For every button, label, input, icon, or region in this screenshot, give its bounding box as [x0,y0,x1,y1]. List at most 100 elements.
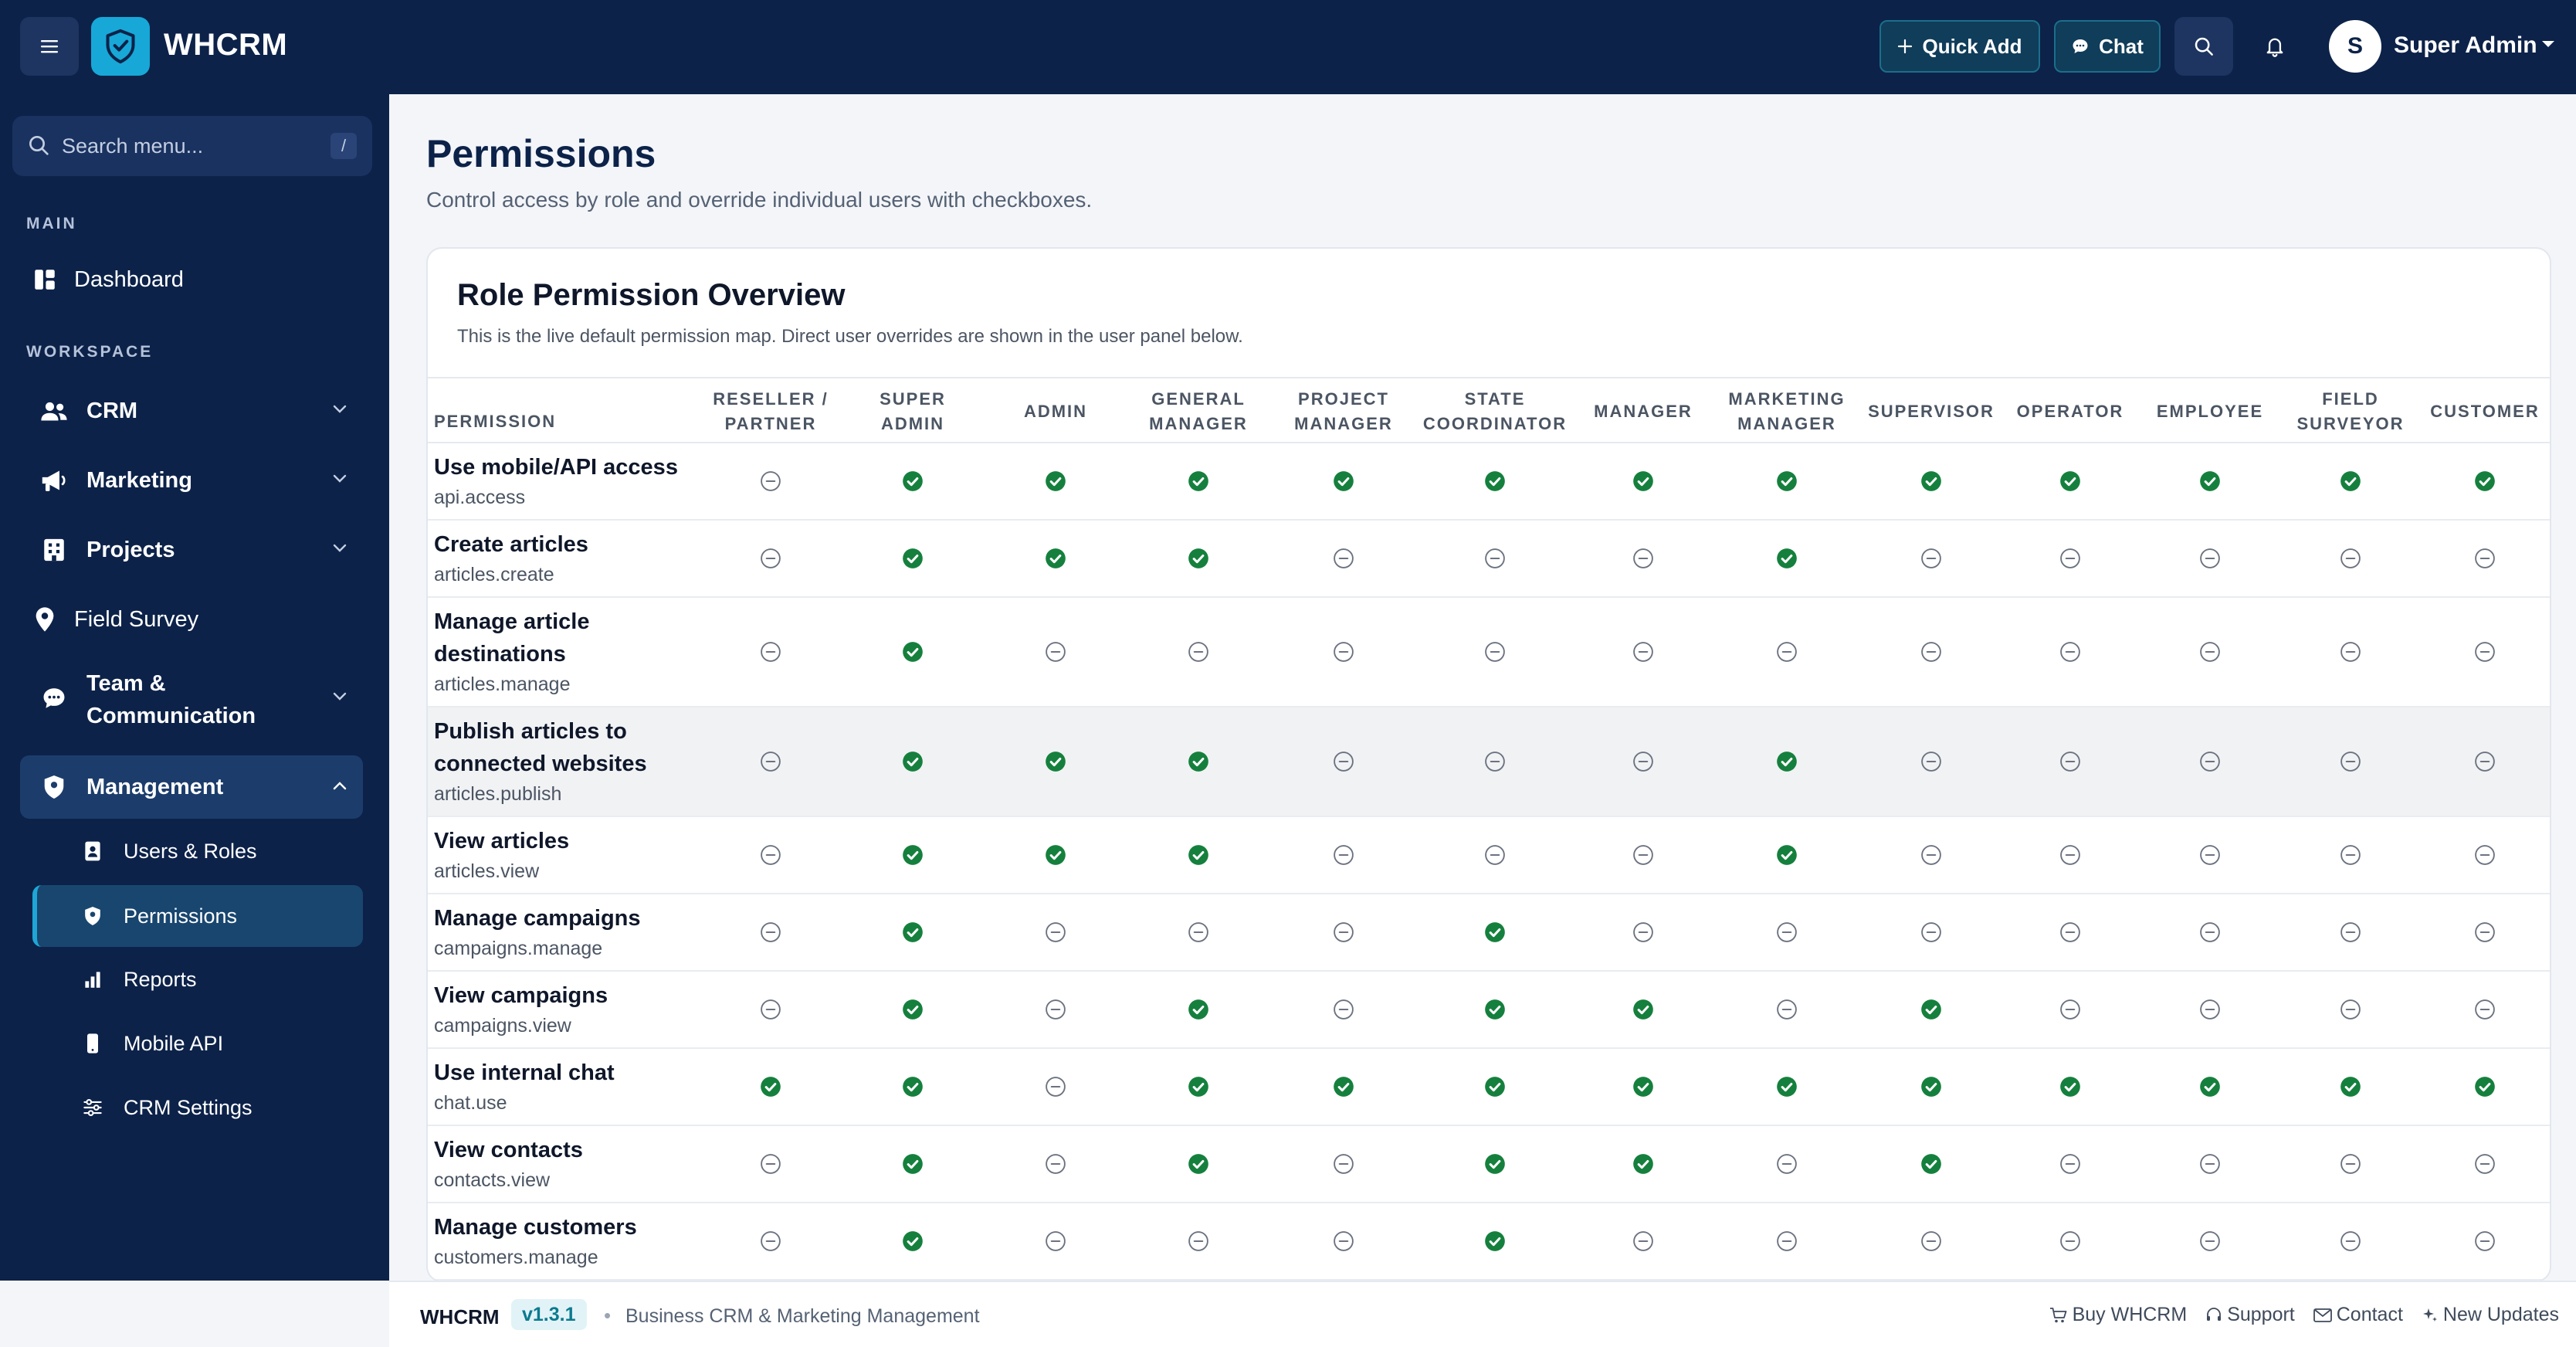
permission-status-cell [1268,1048,1419,1126]
sidebar-item-label: Dashboard [74,266,184,292]
hamburger-icon [41,40,58,53]
table-row: View contacts contacts.view [428,1125,2550,1203]
permission-status-cell [1268,707,1419,817]
table-row: Use mobile/API access api.access [428,443,2550,521]
sidebar-item-crm[interactable]: CRM [20,380,363,442]
permission-status-cell [982,707,1129,817]
minus-circle-icon [1046,1154,1066,1174]
footer-link-label: New Updates [2442,1304,2559,1325]
check-circle-icon [1188,845,1208,865]
minus-circle-icon [1777,922,1797,942]
permission-status-cell [2284,1125,2417,1203]
footer-link-support[interactable]: Support [2205,1304,2295,1326]
footer-link-buy[interactable]: Buy WHCRM [2049,1304,2187,1326]
check-circle-icon [1777,1077,1797,1097]
minus-circle-icon [1921,1231,1941,1251]
user-avatar[interactable]: S [2329,20,2381,73]
permission-status-cell [2136,597,2284,707]
minus-circle-icon [1777,1154,1797,1174]
sidebar-item-management[interactable]: Management [20,755,363,819]
minus-circle-icon [761,1231,781,1251]
column-header-role: Reseller / Partner [698,377,843,443]
version-badge: v1.3.1 [511,1299,587,1330]
notifications-button[interactable] [2246,17,2304,76]
chat-label: Chat [2099,34,2144,58]
permission-cell: Manage customers customers.manage [428,1203,698,1281]
sidebar-item-marketing[interactable]: Marketing [20,450,363,511]
permission-status-cell [2005,894,2136,972]
minus-circle-icon [2340,548,2361,568]
user-menu-caret[interactable] [2540,39,2556,53]
permission-status-cell [1129,520,1268,598]
permission-status-cell [2417,597,2550,707]
minus-circle-icon [761,752,781,772]
column-header-label: Admin [880,414,945,433]
sidebar-search-input[interactable]: Search menu... / [12,116,372,176]
check-circle-icon [1777,471,1797,491]
permission-status-cell [1268,443,1419,521]
permission-status-cell [982,971,1129,1049]
users-icon [39,395,69,426]
sidebar-item-crm-settings[interactable]: CRM Settings [32,1077,363,1138]
permission-status-cell [1129,971,1268,1049]
sidebar-item-label: Mobile API [124,1031,224,1055]
chevron-down-icon [332,543,347,557]
permission-status-cell [1571,894,1716,972]
check-circle-icon [2200,471,2220,491]
sidebar-item-users-roles[interactable]: Users & Roles [32,820,363,882]
sidebar-item-mobile-api[interactable]: Mobile API [32,1013,363,1074]
column-header-label: Reseller / [713,389,829,409]
permission-status-cell [698,1203,843,1281]
check-circle-icon [1334,471,1354,491]
minus-circle-icon [1921,845,1941,865]
minus-circle-icon [2060,548,2080,568]
sidebar-item-permissions[interactable]: Permissions [32,885,363,947]
permission-status-cell [2284,707,2417,817]
minus-circle-icon [1633,1231,1653,1251]
permission-name: Publish articles to connected websites [434,719,647,776]
chat-button[interactable]: Chat [2054,20,2161,73]
permission-status-cell [2136,1203,2284,1281]
quick-add-button[interactable]: Quick Add [1879,20,2040,73]
footer-tagline: Business CRM & Marketing Management [625,1305,980,1327]
bell-icon [2266,38,2283,57]
permission-status-cell [1571,707,1716,817]
menu-toggle-button[interactable] [20,17,79,76]
minus-circle-icon [1046,922,1066,942]
permission-key: contacts.view [434,1169,551,1191]
permission-status-cell [698,894,843,972]
brand-logo[interactable] [91,17,150,76]
permission-status-cell [1716,1048,1858,1126]
id-badge-icon [80,839,105,864]
permission-status-cell [1268,597,1419,707]
permission-status-cell [2417,1280,2550,1281]
footer-link-new-updates[interactable]: New Updates [2422,1304,2559,1326]
page-subtitle: Control access by role and override indi… [426,188,1093,212]
footer-link-contact[interactable]: Contact [2313,1304,2403,1326]
user-name[interactable]: Super Admin [2394,32,2537,58]
column-header-role: Admin [982,377,1129,443]
permission-status-cell [2417,1125,2550,1203]
check-circle-icon [1188,548,1208,568]
sidebar-item-dashboard[interactable]: Dashboard [20,249,363,310]
sidebar-item-field-survey[interactable]: Field Survey [20,589,363,650]
minus-circle-icon [2060,922,2080,942]
sliders-icon [80,1095,105,1120]
minus-circle-icon [1334,922,1354,942]
permission-key: customers.manage [434,1247,598,1268]
permission-cell: View contacts contacts.view [428,1125,698,1203]
sidebar-item-reports[interactable]: Reports [32,948,363,1010]
sidebar-item-projects[interactable]: Projects [20,519,363,581]
column-header-role: Field Surveyor [2284,377,2417,443]
search-button[interactable] [2174,17,2233,76]
minus-circle-icon [1777,1231,1797,1251]
permission-status-cell [2005,816,2136,894]
permission-name: View articles [434,829,570,853]
minus-circle-icon [2060,752,2080,772]
permission-status-cell [1419,597,1571,707]
footer-links: Buy WHCRM Support Contact New Updates [2049,1304,2559,1326]
check-circle-icon [1921,1154,1941,1174]
chevron-down-icon [332,404,347,418]
check-circle-icon [903,845,923,865]
sidebar-item-team-communication[interactable]: Team & Communication [20,658,363,738]
